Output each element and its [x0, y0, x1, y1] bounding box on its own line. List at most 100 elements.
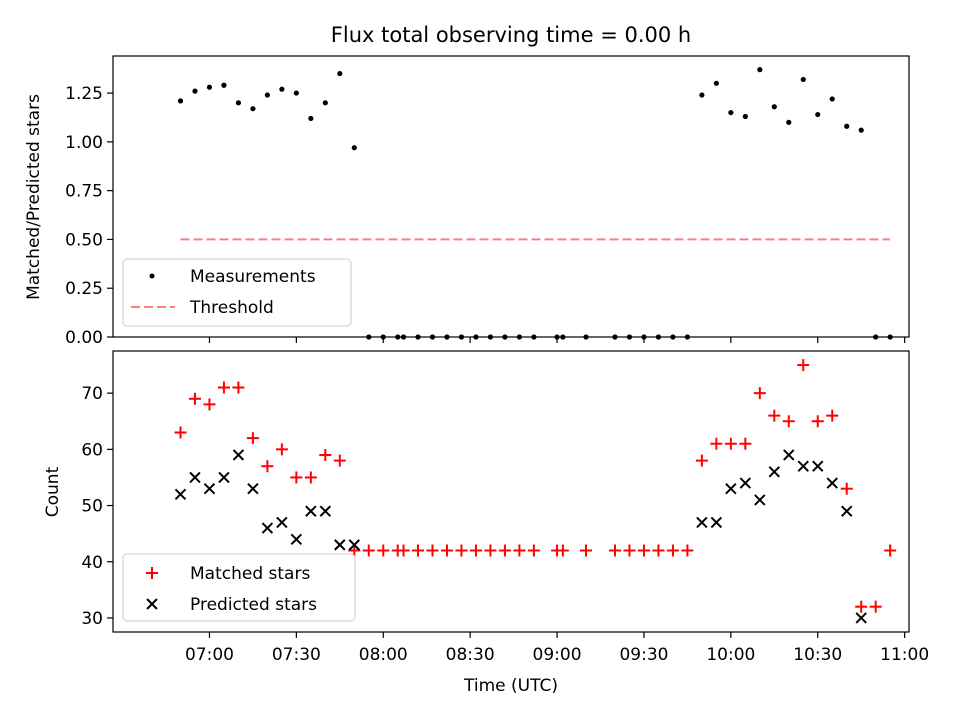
matched-star-point [246, 432, 259, 445]
legend-measurements-label: Measurements [190, 267, 316, 287]
x-tick-label: 09:30 [619, 645, 668, 665]
top-y-tick-label: 1.00 [65, 133, 103, 153]
matched-star-point [637, 544, 650, 557]
matched-star-point [527, 544, 540, 557]
measurement-point [322, 100, 328, 106]
predicted-star-point [739, 477, 752, 489]
bottom-y-tick-label: 60 [81, 440, 103, 460]
matched-star-point [608, 544, 621, 557]
measurement-point [757, 67, 763, 73]
top-plot-frame [112, 55, 910, 338]
measurement-point [177, 98, 184, 104]
predicted-star-point [305, 505, 317, 517]
matched-star-point [666, 544, 679, 557]
predicted-star-point [232, 449, 245, 461]
top-y-tick-label: 0.00 [65, 328, 103, 348]
predicted-star-point [696, 516, 708, 529]
measurement-point [264, 92, 270, 98]
measurement-point [829, 96, 835, 102]
predicted-star-point [768, 466, 781, 478]
matched-star-point [455, 544, 468, 557]
predicted-star-point [218, 471, 230, 484]
matched-star-point [797, 359, 810, 372]
top-panel: 0.00 0.25 0.50 0.75 1.00 1.25 Matched/Predict… [24, 55, 910, 348]
x-tick-label: 09:00 [533, 645, 582, 665]
measurement-point [250, 106, 256, 112]
matched-star-point [426, 544, 439, 557]
matched-star-point [513, 544, 526, 557]
bottom-y-axis-label: Count [43, 466, 63, 517]
top-y-tick-label: 0.75 [65, 182, 103, 202]
matched-star-point [348, 544, 361, 557]
x-tick-label: 08:30 [446, 645, 495, 665]
measurement-point [337, 70, 343, 77]
matched-star-point [304, 471, 317, 484]
legend-predicted-marker [146, 598, 158, 610]
predicted-star-point [203, 482, 216, 495]
matched-star-point [884, 544, 897, 557]
matched-star-point [397, 544, 410, 557]
x-tick-label: 10:30 [793, 645, 842, 665]
top-legend-box [122, 258, 352, 327]
matched-star-point [556, 544, 569, 557]
predicted-star-point [812, 460, 824, 472]
matched-star-point [869, 600, 882, 613]
matched-star-point [710, 437, 723, 450]
matched-star-point [377, 544, 390, 557]
matched-star-point [652, 544, 665, 557]
legend-measurements-marker [149, 273, 155, 279]
matched-star-point [469, 544, 482, 557]
matched-star-point [412, 544, 425, 557]
predicted-star-point [319, 505, 332, 517]
measurement-point [699, 92, 705, 98]
bottom-y-tick-label: 70 [81, 384, 103, 404]
matched-star-point [319, 448, 332, 461]
predicted-star-point [754, 494, 766, 506]
matched-star-point [811, 415, 824, 428]
x-tick-label: 11:00 [880, 645, 929, 665]
bottom-legend-box [122, 553, 356, 622]
measurement-point [293, 90, 299, 96]
matched-star-point [753, 387, 766, 400]
measurement-point [279, 86, 285, 92]
matched-star-point [174, 426, 187, 439]
matched-star-point [232, 381, 245, 394]
top-legend: Measurements Threshold [122, 258, 352, 327]
matched-star-point [261, 460, 274, 473]
matched-star-point [580, 544, 593, 557]
chart-title: Flux total observing time = 0.00 h [331, 23, 691, 47]
matched-star-point [203, 398, 216, 411]
matched-star-point [724, 437, 737, 450]
measurement-point [771, 104, 777, 110]
legend-matched-marker [146, 567, 158, 579]
measurement-point [206, 84, 213, 90]
matched-star-point [826, 409, 839, 422]
bottom-y-tick-label: 30 [81, 609, 103, 629]
matched-star-point [290, 471, 303, 484]
x-tick-label: 10:00 [706, 645, 755, 665]
predicted-star-point [261, 522, 274, 534]
predicted-star-point [841, 505, 853, 517]
matched-star-point [275, 443, 288, 456]
matched-star-point [440, 544, 453, 557]
measurement-point [815, 111, 821, 118]
predicted-star-point [797, 460, 809, 472]
matched-star-point [362, 544, 375, 557]
predicted-star-point [710, 516, 723, 529]
matched-star-point [484, 544, 497, 557]
matched-star-point [333, 454, 346, 467]
matched-star-point [695, 454, 708, 467]
bottom-plot-frame [112, 350, 910, 633]
top-y-tick-label: 0.50 [65, 230, 103, 250]
predicted-star-point [189, 471, 201, 484]
matched-star-point [498, 544, 511, 557]
matched-star-point [840, 482, 853, 495]
bottom-y-tick-label: 40 [81, 553, 103, 573]
bottom-legend: Matched stars Predicted stars [122, 553, 356, 622]
matched-star-point [855, 600, 868, 613]
matched-star-point [217, 381, 230, 394]
bottom-y-tick-label: 50 [81, 497, 103, 517]
measurement-point [308, 115, 314, 122]
measurement-point [221, 82, 227, 88]
